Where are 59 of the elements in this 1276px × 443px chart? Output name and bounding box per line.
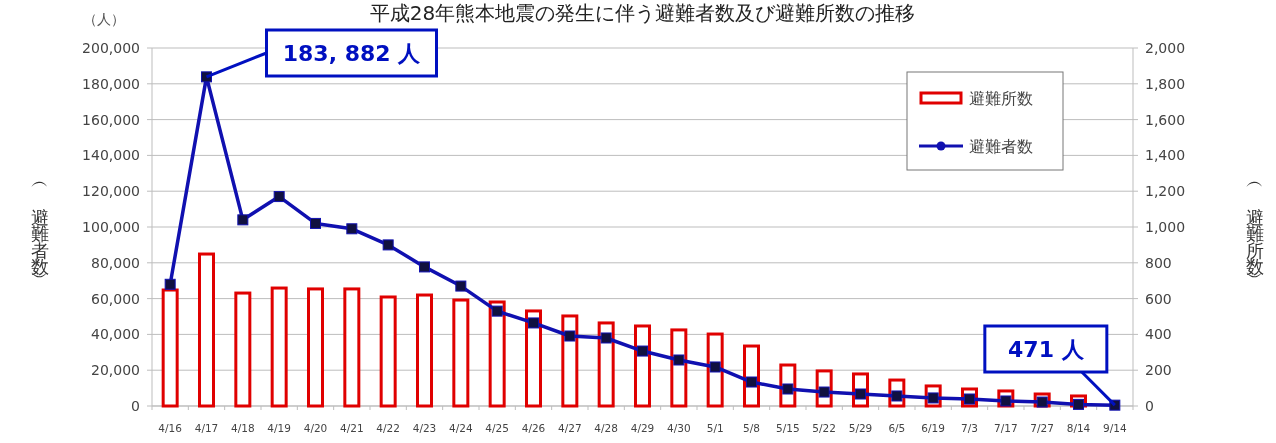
x-tick-label: 6/19 [921,422,945,434]
annotation: 183, 882 人 [282,41,422,66]
legend-label: 避難所数 [969,89,1033,108]
x-tick-label: 4/17 [194,422,219,434]
text: （人） [83,11,125,27]
x-tick-label: 4/25 [485,422,509,434]
y2-tick-label: 0 [1145,398,1154,414]
y2-tick-label: 1,400 [1145,147,1186,164]
y-tick-label: 120,000 [82,183,140,200]
x-tick-label: 4/30 [667,422,691,434]
y2-axis-title: （避難所数） [1244,176,1266,278]
legend-label: 避難者数 [969,137,1033,156]
y-tick-label: 160,000 [82,111,140,128]
y-tick-label: 180,000 [82,75,140,92]
y2-tick-label: 200 [1145,362,1172,379]
y2-tick-label: 1,800 [1145,75,1186,92]
x-tick-label: 7/27 [1030,422,1054,434]
y-tick-label: 20,000 [91,362,140,379]
x-tick-label: 4/23 [412,422,437,434]
x-tick-label: 4/19 [267,422,291,434]
x-tick-label: 5/8 [743,422,760,434]
x-tick-label: 5/15 [776,422,800,434]
y2-tick-label: 2,000 [1145,40,1186,56]
y-tick-label: 100,000 [82,219,140,235]
x-tick-label: 7/3 [961,422,978,434]
x-tick-label: 4/22 [376,422,400,434]
y2-tick-label: 800 [1145,254,1172,271]
annotation: 471 人 [1008,337,1085,362]
y-axis-title: （避難者数） [29,176,51,278]
x-tick-label: 4/28 [594,422,618,434]
y-tick-label: 80,000 [91,254,140,271]
y2-tick-label: 1,000 [1145,219,1186,235]
x-tick-label: 4/16 [158,422,183,434]
x-tick-label: 5/29 [848,422,873,434]
y2-tick-label: 600 [1145,290,1172,307]
callout: 471 人 [983,324,1116,407]
x-tick-label: 4/29 [630,422,655,434]
x-tick-label: 9/14 [1103,422,1127,434]
y-tick-label: 200,000 [82,40,140,56]
chart-title: 平成28年熊本地震の発生に伴う避難者数及び避難所数の推移 [369,1,916,25]
x-tick-label: 4/27 [558,422,582,434]
y-tick-label: 40,000 [91,326,140,343]
y2-tick-label: 400 [1145,326,1172,343]
y2-tick-label: 1,200 [1145,183,1186,200]
x-tick-label: 4/24 [449,422,473,434]
callout: 183, 882 人 [205,28,438,79]
y-tick-label: 0 [131,398,140,414]
x-tick-label: 4/21 [340,422,364,434]
x-tick-label: 5/1 [706,422,724,434]
y-tick-label: 140,000 [82,147,140,164]
x-tick-label: 4/20 [303,422,328,434]
y-tick-label: 60,000 [91,290,140,307]
x-tick-label: 8/14 [1066,422,1091,434]
x-tick-label: 6/5 [888,422,906,434]
x-tick-label: 4/26 [521,422,546,434]
y2-tick-label: 1,600 [1145,111,1186,128]
x-tick-label: 5/22 [812,422,836,434]
x-tick-label: 7/17 [994,422,1018,434]
x-tick-label: 4/18 [231,422,255,434]
